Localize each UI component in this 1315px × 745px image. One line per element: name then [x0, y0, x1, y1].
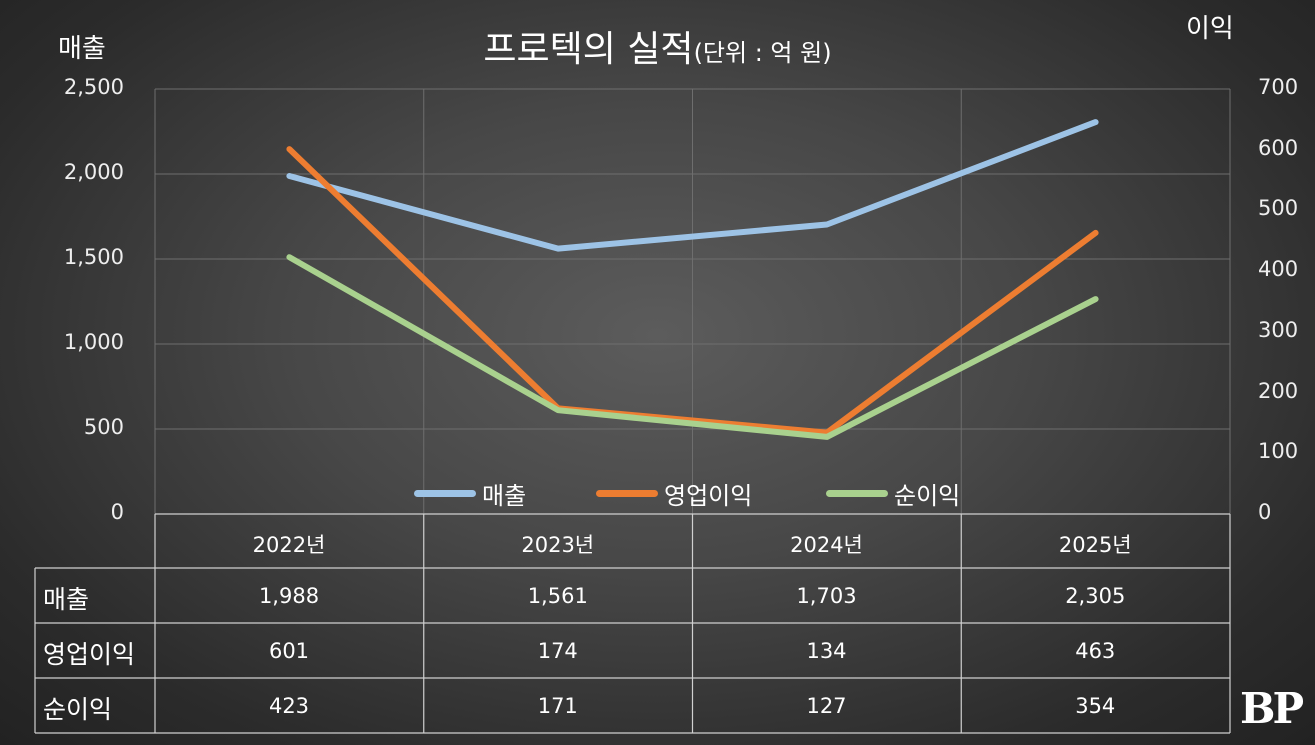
left-tick-label: 2,000: [63, 160, 124, 184]
left-axis-label: 매출: [58, 34, 106, 64]
table-cell: 1,561: [527, 584, 588, 608]
legend-swatch: [414, 490, 476, 497]
series-line-순이익: [286, 254, 1099, 440]
table-header-cell: 2022년: [252, 533, 326, 557]
right-tick-label: 400: [1258, 257, 1299, 282]
legend-item: 순이익: [826, 476, 960, 511]
table-cell: 354: [1075, 694, 1116, 718]
table-cell: 601: [268, 639, 310, 663]
table-header-cell: 2023년: [521, 533, 595, 557]
table-cell: 463: [1075, 639, 1116, 663]
table-cell: 1,988: [258, 584, 320, 608]
table-cell: 2,305: [1065, 584, 1126, 608]
table-cell: 174: [537, 639, 578, 663]
legend-item: 매출: [414, 476, 526, 511]
right-tick-label: 600: [1258, 135, 1299, 160]
left-tick-label: 2,500: [63, 75, 124, 99]
series-line-매출: [286, 119, 1099, 252]
table-header-cell: 2025년: [1058, 533, 1132, 557]
right-axis-label: 이익: [1186, 14, 1234, 44]
table-cell: 134: [806, 639, 847, 663]
table-cell: 423: [268, 694, 310, 718]
right-tick-label: 700: [1258, 75, 1299, 99]
table-cell: 127: [806, 694, 847, 718]
title-unit: (단위 : 억 원): [693, 39, 832, 67]
table-cell: 1,703: [796, 584, 857, 608]
right-tick-label: 0: [1258, 500, 1272, 524]
legend-label: 매출: [482, 482, 527, 510]
bp-logo: BP: [1240, 684, 1304, 733]
right-tick-label: 100: [1258, 439, 1299, 464]
right-tick-label: 500: [1258, 196, 1299, 221]
right-tick-label: 200: [1258, 378, 1299, 403]
table-row-label: 영업이익: [43, 640, 136, 669]
right-tick-label: 300: [1258, 317, 1299, 342]
legend-swatch: [596, 490, 658, 497]
left-tick-label: 1,500: [63, 245, 124, 269]
table-header-cell: 2024년: [790, 533, 863, 557]
left-tick-label: 500: [83, 415, 124, 439]
legend-label: 순이익: [894, 482, 961, 510]
chart-title: 프로텍의 실적(단위 : 억 원): [0, 20, 1315, 72]
left-tick-label: 1,000: [63, 330, 124, 354]
table-row-label: 순이익: [43, 695, 113, 724]
series-line-영업이익: [286, 146, 1099, 436]
table-row-label: 매출: [43, 585, 90, 614]
legend-swatch: [826, 490, 888, 497]
title-main: 프로텍의 실적: [483, 29, 694, 70]
legend-label: 영업이익: [664, 482, 753, 510]
legend-item: 영업이익: [596, 476, 752, 511]
table-cell: 171: [537, 694, 578, 718]
left-tick-label: 0: [110, 500, 124, 524]
